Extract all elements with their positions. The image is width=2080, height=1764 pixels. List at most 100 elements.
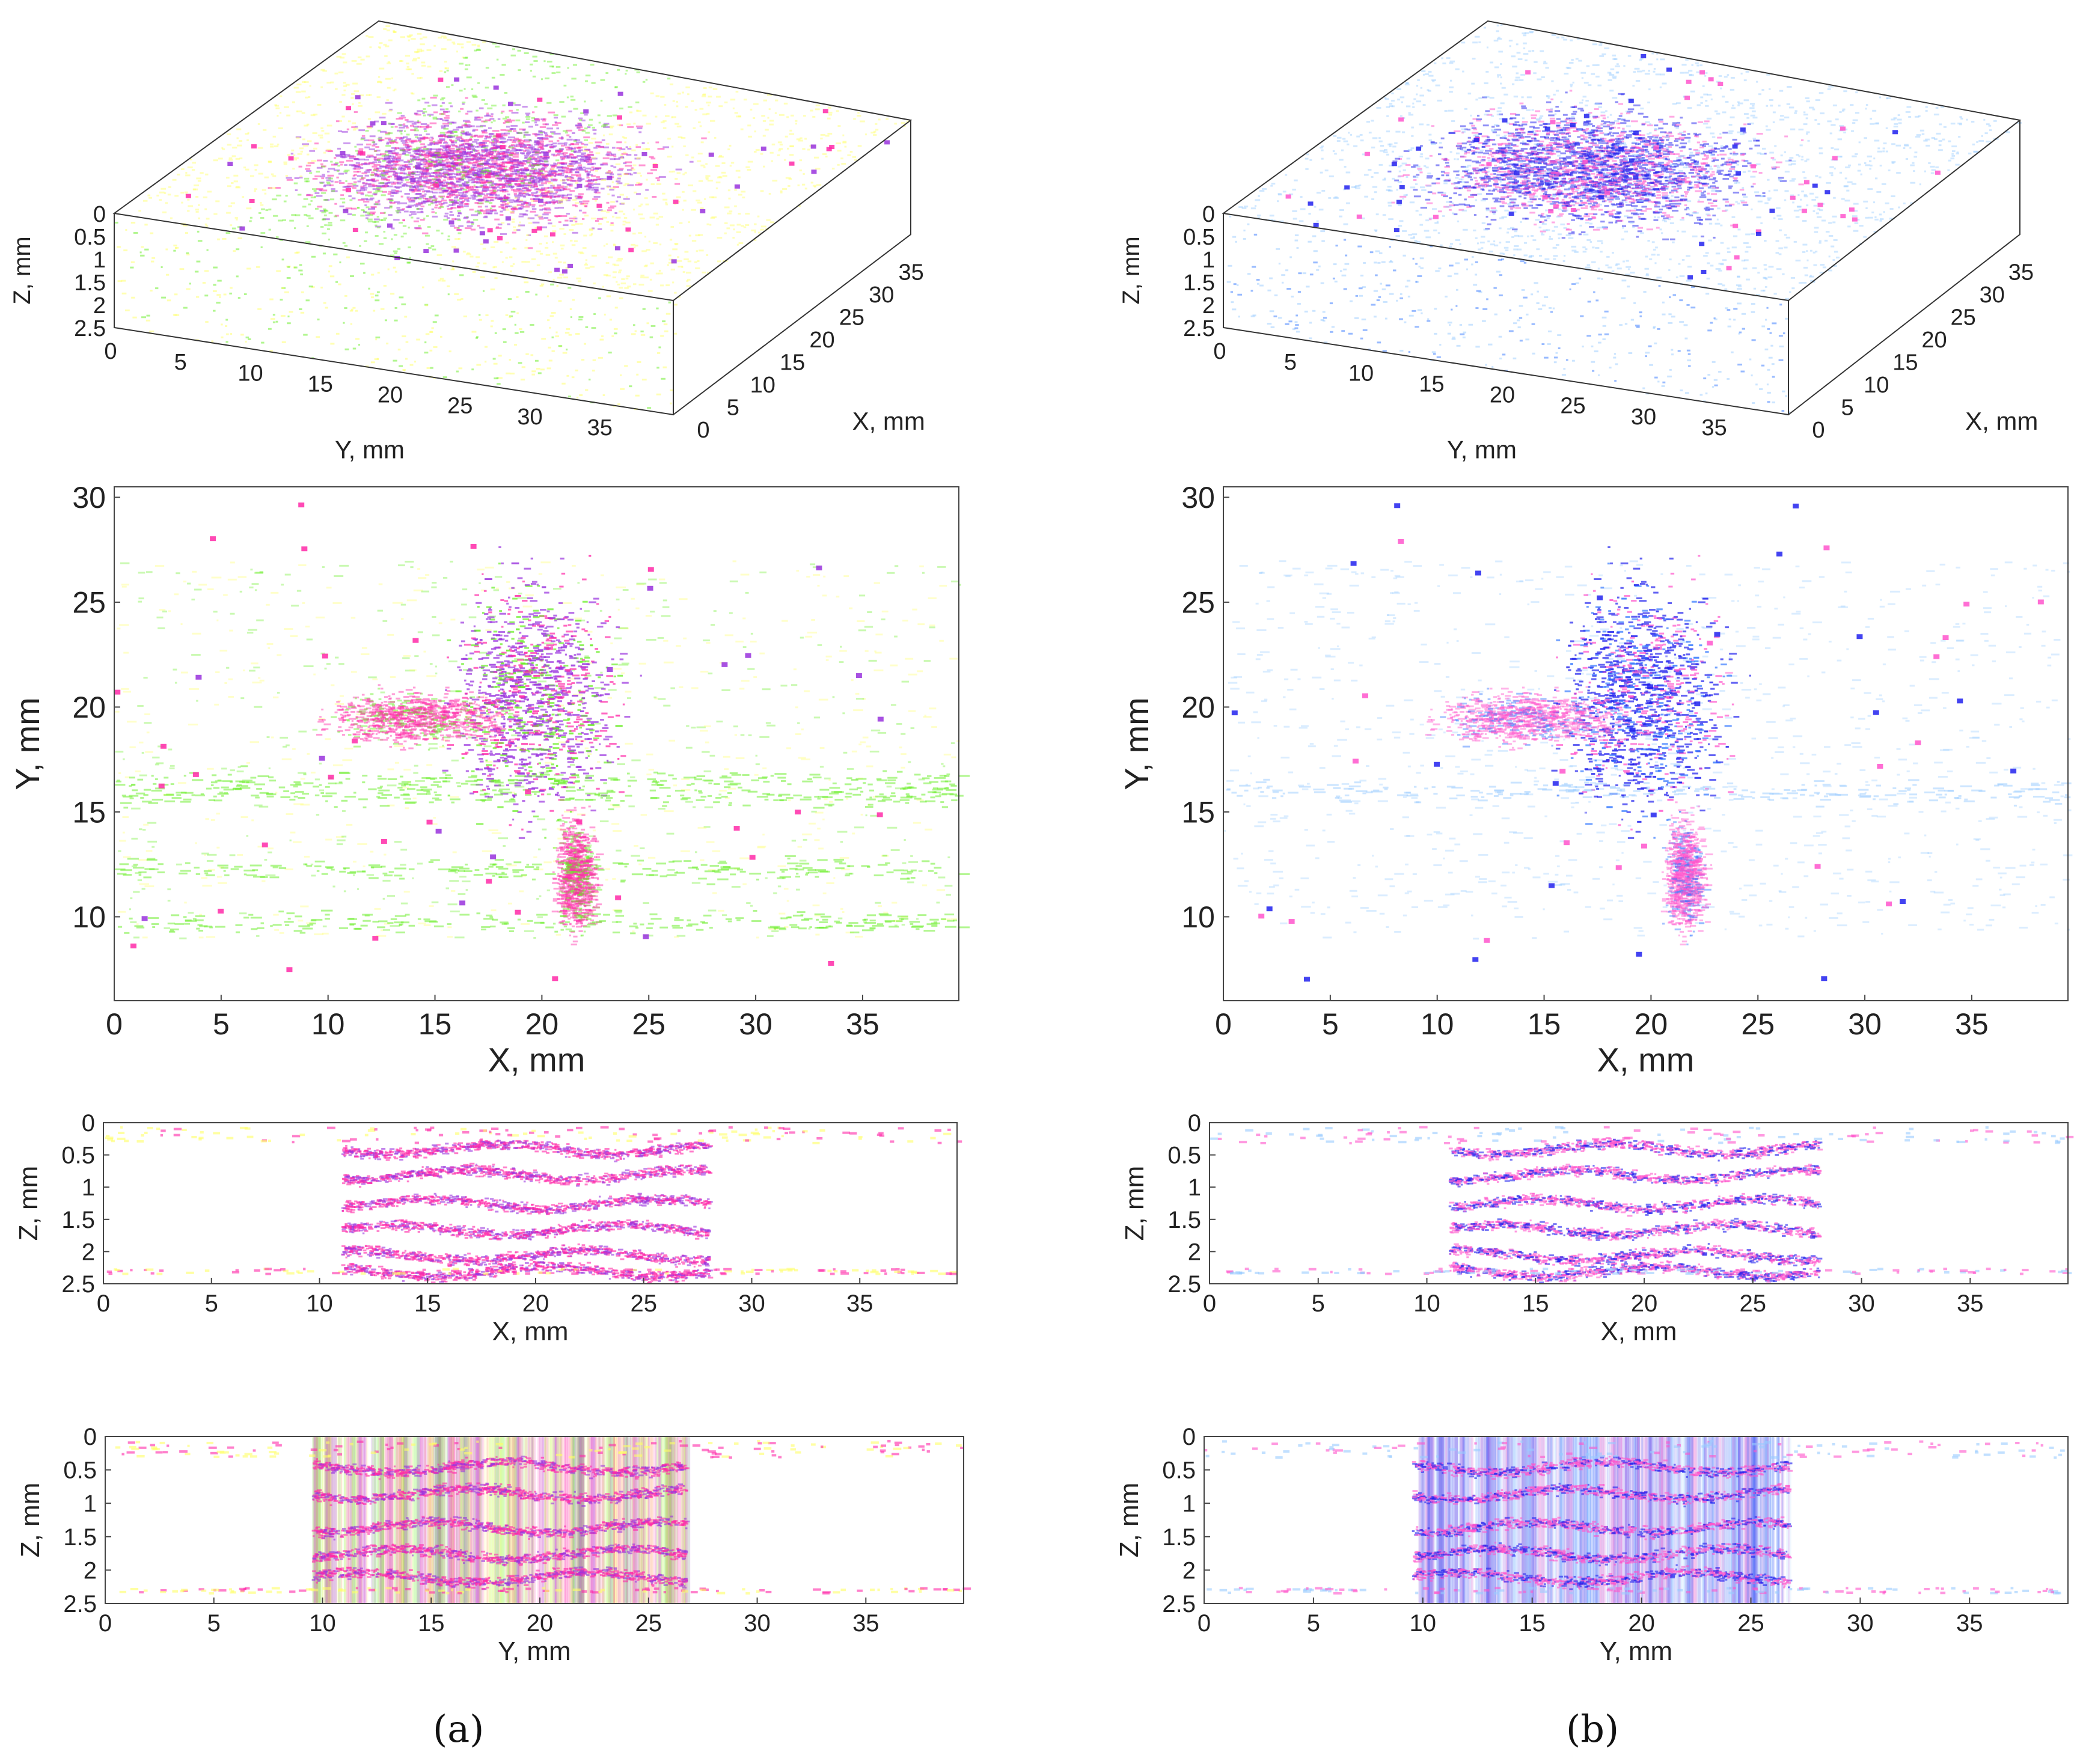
a-3d-xtick-label: 25	[839, 305, 864, 331]
a-3d-xtick-label: 15	[780, 350, 805, 376]
b-xz-ytick-label: 0.5	[1167, 1143, 1201, 1169]
b-3d-front-edge	[1223, 213, 1789, 416]
a-3d-ytick-label: 10	[237, 361, 263, 386]
b-3d-ytick-label: 35	[1701, 415, 1727, 441]
b-3d-xtick-label: 20	[1921, 328, 1947, 353]
b-3d-ytick-label: 20	[1490, 383, 1515, 408]
a-yz-xtick-label: 0	[99, 1610, 112, 1637]
b-xy-ytick-label: 20	[1181, 691, 1215, 724]
b-xz-ytick-label: 0	[1188, 1110, 1201, 1137]
a-xy-xtick-label: 5	[213, 1007, 230, 1041]
a-xy-xtick-label: 0	[106, 1007, 123, 1041]
b-yz-ytick-label: 1.5	[1162, 1524, 1196, 1551]
b-xy-ylabel: Y, mm	[1118, 697, 1155, 790]
b-3d-side-edge	[1788, 120, 2020, 415]
b-3d-xtick-label: 10	[1864, 373, 1889, 398]
a-3d-xtick-label: 20	[809, 328, 834, 353]
a-yz-ylabel: Z, mm	[16, 1483, 45, 1558]
a-yz-xtick-label: 30	[744, 1610, 771, 1637]
b-3d-ytick-label: 10	[1348, 361, 1374, 386]
a-3d-xlabel: X, mm	[852, 407, 925, 435]
b-yz-ytick-label: 2	[1182, 1557, 1196, 1584]
a-3d-xtick-label: 35	[898, 260, 923, 285]
a-xz-xtick-label: 10	[306, 1290, 333, 1317]
a-3d-zlabel: Z, mm	[9, 236, 35, 304]
a-xy-ytick-label: 20	[72, 691, 106, 724]
panel-a-xz: 0 5 10 15 20 25 30 35 0 0.5 1 1.5 2 2.5 X, mm Z, mm	[14, 1110, 962, 1346]
a-yz-xtick-label: 25	[635, 1610, 662, 1637]
a-xz-xtick-label: 30	[738, 1290, 765, 1317]
b-3d-zlabel: Z, mm	[1118, 236, 1145, 304]
b-xy-xtick-label: 30	[1848, 1007, 1882, 1041]
a-3d-ytick-label: 25	[447, 394, 473, 419]
b-3d-ztick-label: 1	[1202, 248, 1215, 273]
a-xz-xtick-label: 20	[522, 1290, 549, 1317]
b-yz-ytick-label: 2.5	[1162, 1591, 1196, 1617]
b-xy-ytick-label: 10	[1181, 900, 1215, 934]
b-xz-xtick-label: 25	[1740, 1290, 1767, 1317]
a-3d-ztick-label: 1.5	[74, 270, 106, 296]
b-xy-ytick-label: 25	[1181, 585, 1215, 619]
a-xy-xtick-label: 30	[739, 1007, 772, 1041]
b-3d-xtick-label: 15	[1892, 350, 1918, 376]
b-xy-frame	[1223, 486, 2069, 1001]
a-xz-ytick-label: 0.5	[61, 1143, 95, 1169]
b-3d-xtick-label: 0	[1812, 418, 1825, 443]
b-yz-xtick-label: 35	[1956, 1610, 1983, 1637]
a-yz-xlabel: Y, mm	[498, 1637, 570, 1666]
a-xy-marks	[114, 502, 970, 981]
b-xz-xtick-label: 20	[1631, 1290, 1658, 1317]
a-xz-ytick-label: 0	[82, 1110, 95, 1137]
b-xy-xtick-label: 35	[1955, 1007, 1989, 1041]
a-yz-ytick-label: 0.5	[63, 1457, 97, 1484]
b-xy-xtick-label: 0	[1215, 1007, 1232, 1041]
a-xy-xtick-label: 20	[525, 1007, 559, 1041]
b-xz-frame	[1209, 1122, 2069, 1284]
b-yz-ylabel: Z, mm	[1115, 1483, 1144, 1558]
a-yz-ytick-label: 0	[84, 1424, 97, 1450]
b-xz-xtick-label: 30	[1848, 1290, 1875, 1317]
panel-b-xz: 0 5 10 15 20 25 30 35 0 0.5 1 1.5 2 2.5 X, mm Z, mm	[1120, 1110, 2074, 1346]
a-3d-front-edge	[114, 213, 674, 416]
caption-a: (a)	[433, 1707, 484, 1751]
b-3d-ztick-label: 0.5	[1183, 225, 1215, 250]
a-xy-ytick-label: 30	[72, 481, 106, 514]
b-3d-ytick-label: 25	[1560, 394, 1585, 419]
b-xz-xtick-label: 0	[1203, 1290, 1216, 1317]
b-xz-xtick-label: 35	[1957, 1290, 1984, 1317]
b-3d-xtick-label: 35	[2008, 260, 2034, 285]
b-xz-xtick-label: 5	[1312, 1290, 1325, 1317]
a-3d-xtick-label: 10	[750, 373, 775, 398]
a-3d-ztick-label: 2.5	[74, 316, 106, 341]
a-yz-xtick-label: 20	[527, 1610, 554, 1637]
b-3d-ztick-label: 2	[1202, 293, 1215, 319]
a-xz-ylabel: Z, mm	[14, 1166, 43, 1241]
b-3d-xlabel: X, mm	[1965, 407, 2038, 435]
a-3d-ztick-label: 0	[93, 202, 106, 227]
b-3d-xtick-label: 5	[1841, 395, 1854, 421]
a-3d-ylabel: Y, mm	[335, 436, 405, 464]
b-xz-xtick-label: 15	[1522, 1290, 1549, 1317]
caption-b: (b)	[1566, 1707, 1619, 1751]
b-3d-ytick-label: 0	[1213, 339, 1226, 364]
b-3d-ztick-label: 2.5	[1183, 316, 1215, 341]
b-xy-ytick-label: 15	[1181, 795, 1215, 829]
a-xy-xtick-label: 35	[846, 1007, 879, 1041]
b-xz-ytick-label: 1	[1188, 1174, 1201, 1201]
b-3d-ytick-label: 30	[1631, 404, 1656, 430]
panel-b-3d: 00.511.522.5Z, mm0 5 10 15 20 25 30 35Y, mm0510…	[1118, 20, 2038, 464]
a-3d-ztick-label: 2	[93, 293, 106, 319]
a-3d-xtick-label: 30	[869, 282, 894, 308]
a-3d-ytick-label: 0	[104, 339, 117, 364]
b-yz-frame	[1204, 1436, 2069, 1604]
b-xy-ytick-label: 30	[1181, 481, 1215, 514]
b-yz-xtick-label: 15	[1519, 1610, 1546, 1637]
a-yz-xtick-label: 15	[418, 1610, 445, 1637]
b-3d-ztick-label: 0	[1202, 202, 1215, 227]
a-xz-marks	[105, 1126, 962, 1284]
a-xz-xtick-label: 0	[97, 1290, 110, 1317]
b-yz-marks	[1204, 1436, 2065, 1604]
b-xy-xtick-label: 15	[1528, 1007, 1561, 1041]
a-xz-xtick-label: 35	[846, 1290, 873, 1317]
a-xz-xtick-label: 15	[414, 1290, 441, 1317]
